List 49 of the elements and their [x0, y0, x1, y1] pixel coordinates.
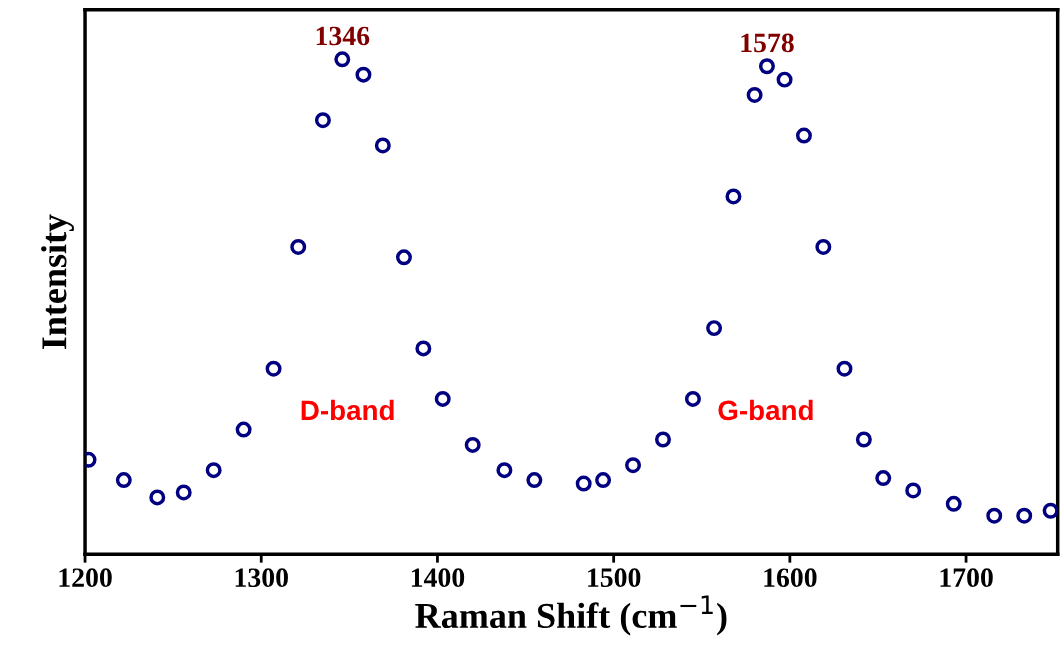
point: [655, 431, 671, 448]
point: [526, 472, 543, 489]
x-tick-label: 1600: [764, 568, 817, 588]
x-tick-label: 1300: [235, 568, 288, 588]
point: [684, 390, 701, 407]
point: [115, 472, 132, 489]
point: [855, 431, 872, 448]
point: [986, 507, 1003, 524]
point: [875, 470, 892, 487]
point: [795, 127, 812, 144]
point: [905, 482, 922, 499]
point: [265, 360, 282, 377]
point: [625, 457, 642, 474]
x-tick-label: 1700: [940, 568, 993, 588]
point: [175, 484, 192, 501]
x-tick-label: 1200: [59, 568, 112, 588]
annotation: 1346: [316, 26, 370, 46]
point: [314, 112, 331, 129]
point: [575, 475, 592, 492]
y-axis-title: Intensity: [41, 214, 74, 350]
point: [746, 86, 763, 103]
annotation: G-band: [718, 399, 813, 421]
point: [595, 472, 612, 489]
point: [290, 238, 307, 255]
x-tick-label: 1400: [411, 568, 465, 588]
point: [1042, 502, 1058, 519]
point: [415, 340, 432, 357]
point: [815, 238, 832, 255]
annotation: 1578: [741, 33, 794, 53]
point: [776, 71, 793, 88]
point: [334, 51, 351, 68]
point: [205, 462, 222, 479]
point: [374, 137, 391, 154]
x-tick-label: 1500: [588, 568, 641, 588]
point: [464, 436, 481, 453]
point: [1016, 507, 1033, 524]
point: [836, 360, 853, 377]
point: [758, 58, 775, 75]
point: [945, 495, 962, 512]
annotation: D-band: [301, 399, 394, 421]
point: [235, 421, 252, 438]
point: [725, 188, 742, 205]
point: [706, 320, 723, 337]
point: [149, 489, 166, 506]
point: [355, 66, 372, 83]
x-axis-title: Raman Shift (cm$^{−1}$): [415, 595, 727, 636]
point: [395, 249, 412, 266]
point: [496, 462, 513, 479]
point: [434, 390, 451, 407]
